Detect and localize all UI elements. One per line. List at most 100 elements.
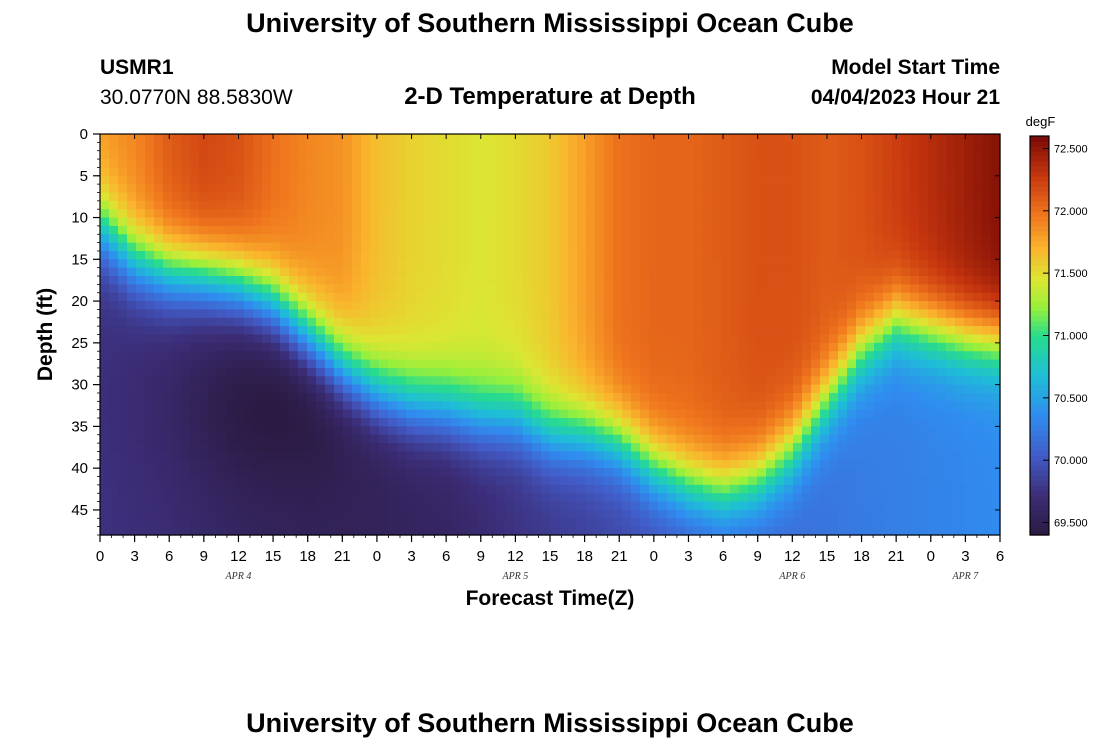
heatmap-cell [874, 443, 884, 453]
heatmap-cell [838, 217, 848, 227]
heatmap-cell [982, 159, 992, 169]
heatmap-cell [793, 434, 803, 444]
heatmap-cell [568, 234, 578, 244]
heatmap-cell [613, 434, 623, 444]
heatmap-cell [874, 309, 884, 319]
heatmap-cell [586, 276, 596, 285]
heatmap-cell [316, 259, 326, 269]
heatmap-cell [262, 376, 272, 386]
heatmap-cell [235, 426, 245, 436]
heatmap-cell [154, 384, 164, 394]
heatmap-cell [640, 401, 650, 411]
heatmap-cell [694, 292, 704, 302]
heatmap-cell [559, 384, 569, 394]
heatmap-cell [379, 367, 389, 377]
heatmap-cell [928, 367, 938, 377]
heatmap-cell [892, 209, 902, 219]
heatmap-cell [343, 276, 353, 285]
heatmap-cell [649, 384, 659, 394]
heatmap-cell [883, 200, 893, 210]
heatmap-cell [154, 493, 164, 503]
heatmap-cell [586, 134, 596, 143]
heatmap-cell [973, 476, 983, 486]
heatmap-cell [883, 250, 893, 260]
heatmap-cell [775, 192, 785, 202]
heatmap-cell [550, 292, 560, 302]
heatmap-cell [676, 451, 686, 461]
heatmap-cell [802, 526, 812, 536]
heatmap-cell [730, 167, 740, 177]
heatmap-cell [532, 292, 542, 302]
heatmap-cell [757, 234, 767, 244]
heatmap-cell [325, 317, 335, 327]
heatmap-cell [730, 175, 740, 185]
heatmap-cell [748, 451, 758, 461]
heatmap-cell [586, 259, 596, 269]
heatmap-cell [658, 484, 668, 494]
heatmap-cell [451, 167, 461, 177]
heatmap-cell [865, 259, 875, 269]
heatmap-cell [343, 250, 353, 260]
heatmap-cell [955, 351, 965, 361]
heatmap-cell [433, 134, 443, 143]
heatmap-cell [910, 234, 920, 244]
heatmap-cell [127, 284, 137, 294]
heatmap-cell [784, 418, 794, 427]
heatmap-cell [964, 342, 974, 352]
heatmap-cell [271, 192, 281, 202]
heatmap-cell [730, 468, 740, 478]
heatmap-cell [811, 134, 821, 143]
heatmap-cell [919, 309, 929, 319]
heatmap-cell [982, 175, 992, 185]
heatmap-cell [820, 384, 830, 394]
heatmap-cell [406, 392, 416, 402]
heatmap-cell [838, 384, 848, 394]
heatmap-cell [181, 426, 191, 436]
heatmap-cell [586, 301, 596, 311]
heatmap-cell [910, 309, 920, 319]
heatmap-cell [316, 192, 326, 202]
heatmap-cell [577, 217, 587, 227]
heatmap-cell [802, 142, 812, 152]
heatmap-cell [874, 209, 884, 219]
heatmap-cell [802, 418, 812, 427]
heatmap-cell [721, 501, 731, 511]
heatmap-cell [631, 426, 641, 436]
heatmap-cell [766, 443, 776, 453]
heatmap-cell [865, 134, 875, 143]
heatmap-cell [370, 342, 380, 352]
heatmap-cell [289, 267, 299, 277]
heatmap-cell [532, 242, 542, 252]
heatmap-cell [685, 267, 695, 277]
heatmap-cell [784, 317, 794, 327]
heatmap-cell [928, 376, 938, 386]
heatmap-cell [370, 142, 380, 152]
heatmap-cell [523, 250, 533, 260]
heatmap-cell [739, 493, 749, 503]
heatmap-cell [991, 392, 1001, 402]
heatmap-cell [361, 150, 371, 160]
heatmap-cell [703, 301, 713, 311]
heatmap-cell [982, 342, 992, 352]
heatmap-cell [784, 267, 794, 277]
heatmap-cell [793, 509, 803, 519]
heatmap-cell [199, 351, 209, 361]
heatmap-cell [316, 342, 326, 352]
heatmap-cell [811, 459, 821, 469]
heatmap-cell [433, 167, 443, 177]
heatmap-cell [424, 142, 434, 152]
heatmap-cell [541, 434, 551, 444]
heatmap-cell [946, 509, 956, 519]
heatmap-cell [865, 292, 875, 302]
heatmap-cell [757, 317, 767, 327]
heatmap-cell [910, 501, 920, 511]
heatmap-cell [253, 301, 263, 311]
heatmap-cell [640, 526, 650, 536]
heatmap-cell [226, 276, 236, 285]
heatmap-cell [127, 150, 137, 160]
heatmap-cell [568, 159, 578, 169]
heatmap-cell [793, 401, 803, 411]
heatmap-cell [433, 459, 443, 469]
heatmap-cell [775, 401, 785, 411]
heatmap-cell [199, 142, 209, 152]
